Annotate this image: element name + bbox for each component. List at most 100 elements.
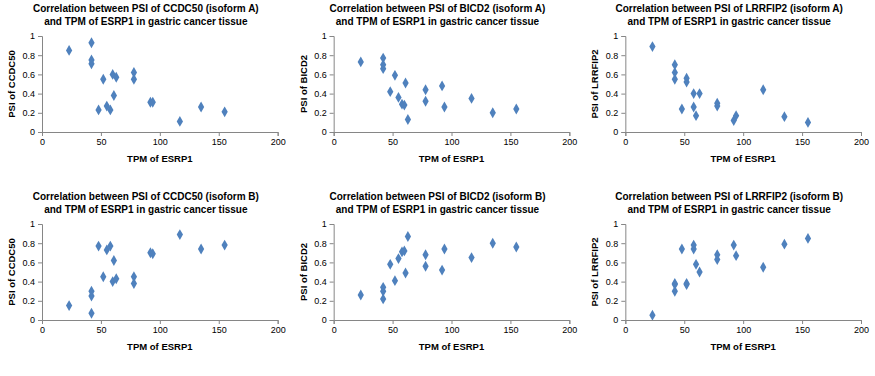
- tick-mark: [330, 301, 334, 302]
- tick-label: 50: [388, 137, 398, 147]
- point: [693, 259, 699, 270]
- tick-label: 50: [96, 325, 106, 335]
- tick-mark: [621, 262, 625, 263]
- tick-mark: [510, 320, 511, 324]
- tick: 0.6: [606, 258, 626, 268]
- tick-mark: [38, 301, 42, 302]
- x-axis-title: TPM of ESRP1: [127, 153, 193, 164]
- point: [66, 300, 72, 311]
- title: Correlation between PSI of LRRFIP2 (isof…: [615, 191, 843, 202]
- tick-label: 50: [680, 137, 690, 147]
- tick-label: 0: [30, 315, 35, 325]
- point: [131, 271, 137, 282]
- point: [672, 74, 678, 85]
- x-axis-title: TPM of ESRP1: [419, 341, 485, 352]
- y-axis: 00.20.40.60.81: [314, 219, 334, 325]
- tick-label: 0: [40, 325, 45, 335]
- tick: 0.2: [314, 296, 334, 306]
- tick: 0.6: [22, 70, 42, 80]
- tick: 0: [30, 315, 42, 325]
- y-axis-title: PSI of BICD2: [298, 243, 309, 301]
- y-axis-title: PSI of LRRFIP2: [589, 237, 600, 306]
- tick: 0: [322, 127, 334, 137]
- panel: Correlation between PSI of LRRFIP2 (isof…: [589, 3, 869, 164]
- point: [222, 106, 228, 117]
- tick: 200: [854, 320, 869, 335]
- point: [422, 261, 428, 272]
- tick-mark: [861, 132, 862, 136]
- point: [468, 93, 474, 104]
- point: [100, 74, 106, 85]
- tick: 0.2: [606, 108, 626, 118]
- title: and TPM of ESRP1 in gastric cancer tissu…: [627, 16, 831, 27]
- tick-mark: [684, 320, 685, 324]
- tick-mark: [621, 113, 625, 114]
- point: [439, 80, 445, 91]
- tick-mark: [38, 94, 42, 95]
- tick-label: 0.4: [606, 277, 619, 287]
- tick-mark: [621, 55, 625, 56]
- tick-label: 0.8: [606, 51, 619, 61]
- point: [513, 104, 519, 115]
- tick-mark: [219, 320, 220, 324]
- tick: 100: [444, 132, 459, 147]
- point: [107, 104, 113, 115]
- y-axis: 00.20.40.60.81: [606, 31, 626, 137]
- tick-label: 0.4: [22, 89, 35, 99]
- axis-line: [621, 225, 626, 321]
- tick-mark: [278, 132, 279, 136]
- tick-label: 50: [96, 137, 106, 147]
- tick-mark: [330, 94, 334, 95]
- panel: Correlation between PSI of LRRFIP2 (isof…: [589, 191, 869, 352]
- point: [358, 290, 364, 301]
- tick: 1: [322, 219, 334, 229]
- tick-label: 0: [30, 127, 35, 137]
- points: [358, 231, 520, 304]
- tick-mark: [38, 320, 42, 321]
- tick-mark: [861, 320, 862, 324]
- point: [672, 279, 678, 290]
- point: [402, 78, 408, 89]
- point: [131, 74, 137, 85]
- point: [402, 268, 408, 279]
- point: [405, 114, 411, 125]
- tick-label: 200: [271, 325, 286, 335]
- point: [380, 63, 386, 74]
- axis-line: [43, 321, 279, 325]
- point: [683, 278, 689, 289]
- tick-label: 1: [613, 219, 618, 229]
- tick-mark: [38, 113, 42, 114]
- y-axis-title: PSI of CCDC50: [6, 50, 17, 118]
- tick-label: 200: [562, 137, 577, 147]
- tick: 0.6: [22, 258, 42, 268]
- point: [733, 110, 739, 121]
- tick-label: 200: [854, 325, 869, 335]
- tick-mark: [38, 224, 42, 225]
- tick-mark: [101, 132, 102, 136]
- axis-line: [626, 133, 862, 137]
- tick-label: 100: [444, 137, 459, 147]
- point: [683, 279, 689, 290]
- tick-mark: [621, 282, 625, 283]
- tick-mark: [160, 132, 161, 136]
- tick-mark: [330, 320, 334, 321]
- title: Correlation between PSI of BICD2 (isofor…: [329, 191, 545, 202]
- tick: 100: [153, 320, 168, 335]
- y-axis: 00.20.40.60.81: [314, 31, 334, 137]
- tick-label: 0.4: [314, 277, 327, 287]
- tick: 0.2: [22, 108, 42, 118]
- x-axis: 050100150200: [623, 320, 869, 335]
- tick-mark: [743, 132, 744, 136]
- y-axis: 00.20.40.60.81: [22, 219, 42, 325]
- point: [513, 242, 519, 253]
- point: [679, 104, 685, 115]
- tick-label: 0.6: [606, 258, 619, 268]
- tick: 50: [96, 320, 106, 335]
- tick: 150: [503, 320, 518, 335]
- tick-label: 0: [613, 315, 618, 325]
- tick-mark: [38, 262, 42, 263]
- tick-label: 150: [503, 325, 518, 335]
- title: and TPM of ESRP1 in gastric cancer tissu…: [336, 204, 540, 215]
- panel: Correlation between PSI of CCDC50 (isofo…: [6, 191, 286, 352]
- x-axis: 050100150200: [40, 320, 286, 335]
